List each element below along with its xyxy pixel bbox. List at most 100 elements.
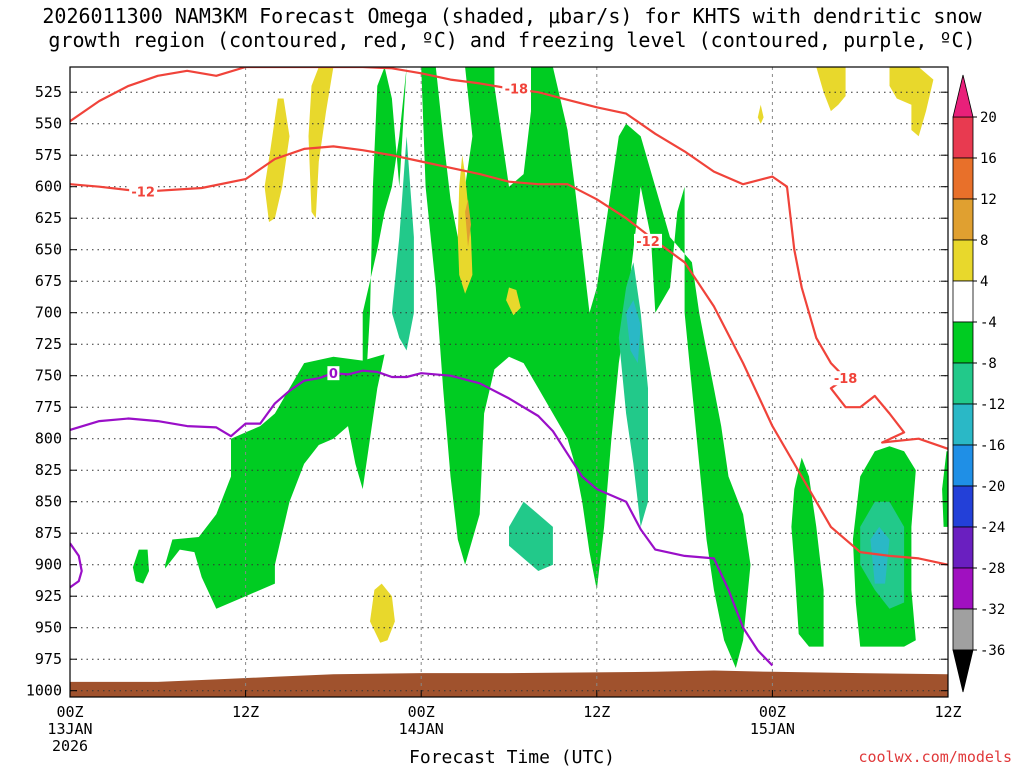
colorbar-bin-1	[952, 157, 974, 200]
colorbar-label-10: -24	[980, 520, 1005, 536]
colorbar-label-6: -8	[980, 356, 997, 372]
colorbar-label-2: 12	[980, 192, 997, 208]
x-tick-date-0: 13JAN	[47, 720, 92, 738]
y-tick-label-700: 700	[35, 304, 62, 322]
colorbar-bin-12	[952, 608, 974, 651]
chart-title-line1: 2026011300 NAM3KM Forecast Omega (shaded…	[42, 4, 982, 28]
contour-label-1: -18	[505, 82, 529, 97]
colorbar-label-3: 8	[980, 233, 988, 249]
colorbar-label-8: -16	[980, 438, 1005, 454]
colorbar-label-12: -32	[980, 602, 1005, 618]
x-tick-date-24: 14JAN	[399, 720, 444, 738]
colorbar-bin-5	[952, 321, 974, 364]
omega-region-green-0	[165, 354, 385, 609]
y-tick-label-750: 750	[35, 367, 62, 385]
x-tick-label-48: 00Z	[759, 703, 786, 721]
colorbar-label-13: -36	[980, 643, 1005, 659]
colorbar-bin-0	[952, 116, 974, 159]
chart-title-line2: growth region (contoured, red, ºC) and f…	[48, 28, 976, 52]
colorbar-label-4: 4	[980, 274, 988, 290]
temperature-contour-1	[70, 67, 948, 450]
contour-label-bg-0	[129, 184, 158, 199]
colorbar-bin-11	[952, 567, 974, 610]
colorbar-bottom-extend	[952, 649, 974, 693]
omega-region-yellow-19	[757, 104, 764, 124]
contour-label-bg-1	[502, 81, 531, 96]
omega-region-yellow-16	[506, 287, 521, 316]
x-tick-label-24: 00Z	[408, 703, 435, 721]
y-tick-label-1000: 1000	[26, 682, 62, 700]
grid-layer	[70, 67, 948, 697]
contour-label-0: -12	[131, 186, 155, 201]
temperature-contour-0	[70, 145, 948, 566]
x-axis-title: Forecast Time (UTC)	[409, 747, 615, 768]
omega-region-teal-7	[618, 262, 648, 527]
y-tick-label-975: 975	[35, 650, 62, 668]
x-tick-label-0: 00Z	[56, 703, 83, 721]
omega-region-green-1	[132, 549, 149, 584]
omega-region-yellow-18	[889, 67, 934, 137]
x-tick-label-36: 12Z	[583, 703, 610, 721]
contour-label-bg-3	[831, 371, 860, 386]
omega-region-yellow-17	[816, 67, 846, 112]
colorbar-bin-8	[952, 444, 974, 487]
y-tick-label-950: 950	[35, 619, 62, 637]
y-tick-label-650: 650	[35, 241, 62, 259]
colorbar-label-7: -12	[980, 397, 1005, 413]
y-tick-label-550: 550	[35, 115, 62, 133]
colorbar-label-0: 20	[980, 110, 997, 126]
omega-shading-layer	[132, 67, 948, 668]
contour-label-4: 0	[329, 367, 338, 382]
colorbar-bin-6	[952, 362, 974, 405]
contour-label-layer: -12 -18 -12 -18 0	[129, 81, 860, 387]
colorbar-label-5: -4	[980, 315, 997, 331]
omega-region-cyan-10	[626, 300, 641, 364]
terrain-layer	[70, 670, 948, 697]
contour-label-2: -12	[636, 235, 660, 250]
colorbar-bin-3	[952, 239, 974, 282]
y-tick-label-800: 800	[35, 430, 62, 448]
y-tick-label-925: 925	[35, 587, 62, 605]
omega-region-yellow-13	[308, 67, 334, 219]
colorbar-label-9: -20	[980, 479, 1005, 495]
y-tick-label-850: 850	[35, 493, 62, 511]
omega-region-teal-8	[509, 501, 553, 571]
y-tick-label-725: 725	[35, 335, 62, 353]
plot-frame	[69, 66, 949, 698]
credit-text: coolwx.com/models	[858, 748, 1012, 766]
colorbar-bin-9	[952, 485, 974, 528]
y-tick-label-775: 775	[35, 398, 62, 416]
y-tick-label-875: 875	[35, 524, 62, 542]
axes-layer: 525 550 575 600 625 650 675 700 725 750 775 800 825 8…	[26, 66, 962, 755]
omega-region-orange-20	[465, 199, 471, 248]
omega-region-yellow-14	[370, 583, 395, 643]
y-tick-label-825: 825	[35, 461, 62, 479]
contour-layer	[70, 67, 948, 667]
contour-label-bg-4	[327, 366, 340, 381]
colorbar-bin-10	[952, 526, 974, 569]
contour-label-3: -18	[834, 372, 858, 387]
y-tick-label-525: 525	[35, 83, 62, 101]
colorbar-label-1: 16	[980, 151, 997, 167]
omega-region-teal-6	[391, 136, 414, 351]
colorbar-top-extend	[952, 74, 974, 118]
omega-region-yellow-12	[264, 98, 290, 222]
x-tick-date-48: 15JAN	[750, 720, 795, 738]
terrain-area	[70, 670, 948, 697]
colorbar-bin-4	[952, 280, 974, 323]
omega-region-green-3	[791, 457, 824, 647]
omega-region-yellow-15	[457, 155, 473, 294]
x-tick-label-12: 12Z	[232, 703, 259, 721]
y-tick-label-625: 625	[35, 209, 62, 227]
freezing-level-contour-2	[70, 369, 774, 667]
x-tick-year-0: 2026	[52, 737, 88, 755]
contour-label-bg-2	[634, 233, 663, 248]
x-tick-label-60: 12Z	[934, 703, 961, 721]
omega-region-green-2	[362, 67, 751, 668]
omega-region-green-5	[942, 451, 948, 527]
freezing-level-contour-3	[70, 542, 83, 589]
colorbar: 20 16 12 8 4 -4 -8 -12 -16 -20 -24 -28 -32 -36	[952, 74, 1005, 693]
y-tick-label-575: 575	[35, 146, 62, 164]
y-tick-label-600: 600	[35, 178, 62, 196]
